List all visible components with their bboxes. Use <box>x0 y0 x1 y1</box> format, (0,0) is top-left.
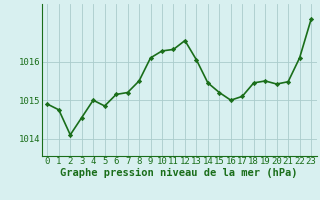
X-axis label: Graphe pression niveau de la mer (hPa): Graphe pression niveau de la mer (hPa) <box>60 168 298 178</box>
